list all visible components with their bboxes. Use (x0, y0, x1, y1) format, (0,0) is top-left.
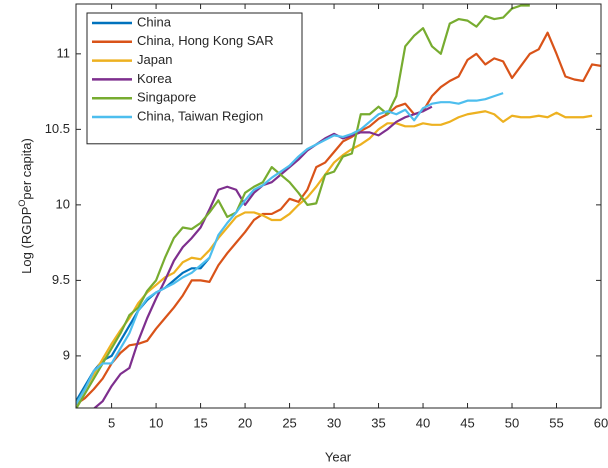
y-tick-label: 10 (56, 196, 70, 211)
x-tick-label: 5 (108, 415, 115, 430)
ticks: 5 10 15 20 25 30 35 40 45 50 55 60 9 9.5 10 10.5 11 (45, 4, 608, 430)
x-tick-label: 60 (594, 415, 608, 430)
legend: China China, Hong Kong SAR Japan Korea Singa… (86, 12, 303, 145)
series-line (76, 110, 593, 405)
legend-label: China, Taiwan Region (137, 108, 263, 123)
x-tick-label: 10 (149, 415, 163, 430)
axes-box (75, 3, 602, 409)
y-axis-label: Log (RGDPOper capita) (17, 138, 34, 274)
x-tick-label: 55 (549, 415, 563, 430)
legend-label: Japan (137, 52, 172, 67)
series-line (76, 92, 504, 405)
legend-label: Singapore (137, 90, 196, 105)
x-axis-label: Year (325, 449, 352, 464)
x-tick-label: 35 (371, 415, 385, 430)
y-label-part: Log (RGDP (19, 207, 34, 274)
x-tick-label: 15 (193, 415, 207, 430)
y-tick-label: 10.5 (45, 121, 70, 136)
series-line (92, 105, 433, 408)
y-tick-label: 9.5 (52, 272, 70, 287)
x-tick-label: 20 (238, 415, 252, 430)
y-tick-label: 11 (57, 45, 71, 60)
x-tick-label: 50 (505, 415, 519, 430)
y-label-sup: O (17, 200, 27, 207)
series-line (76, 4, 530, 408)
y-tick-label: 9 (63, 347, 70, 362)
y-label-part: per capita) (19, 138, 34, 199)
lines (76, 4, 601, 408)
x-tick-label: 30 (327, 415, 341, 430)
x-tick-label: 25 (282, 415, 296, 430)
x-tick-label: 40 (416, 415, 430, 430)
legend-label: China (137, 14, 172, 29)
x-tick-label: 45 (460, 415, 474, 430)
legend-label: Korea (137, 71, 172, 86)
legend-label: China, Hong Kong SAR (137, 33, 274, 48)
series-line (76, 31, 601, 406)
